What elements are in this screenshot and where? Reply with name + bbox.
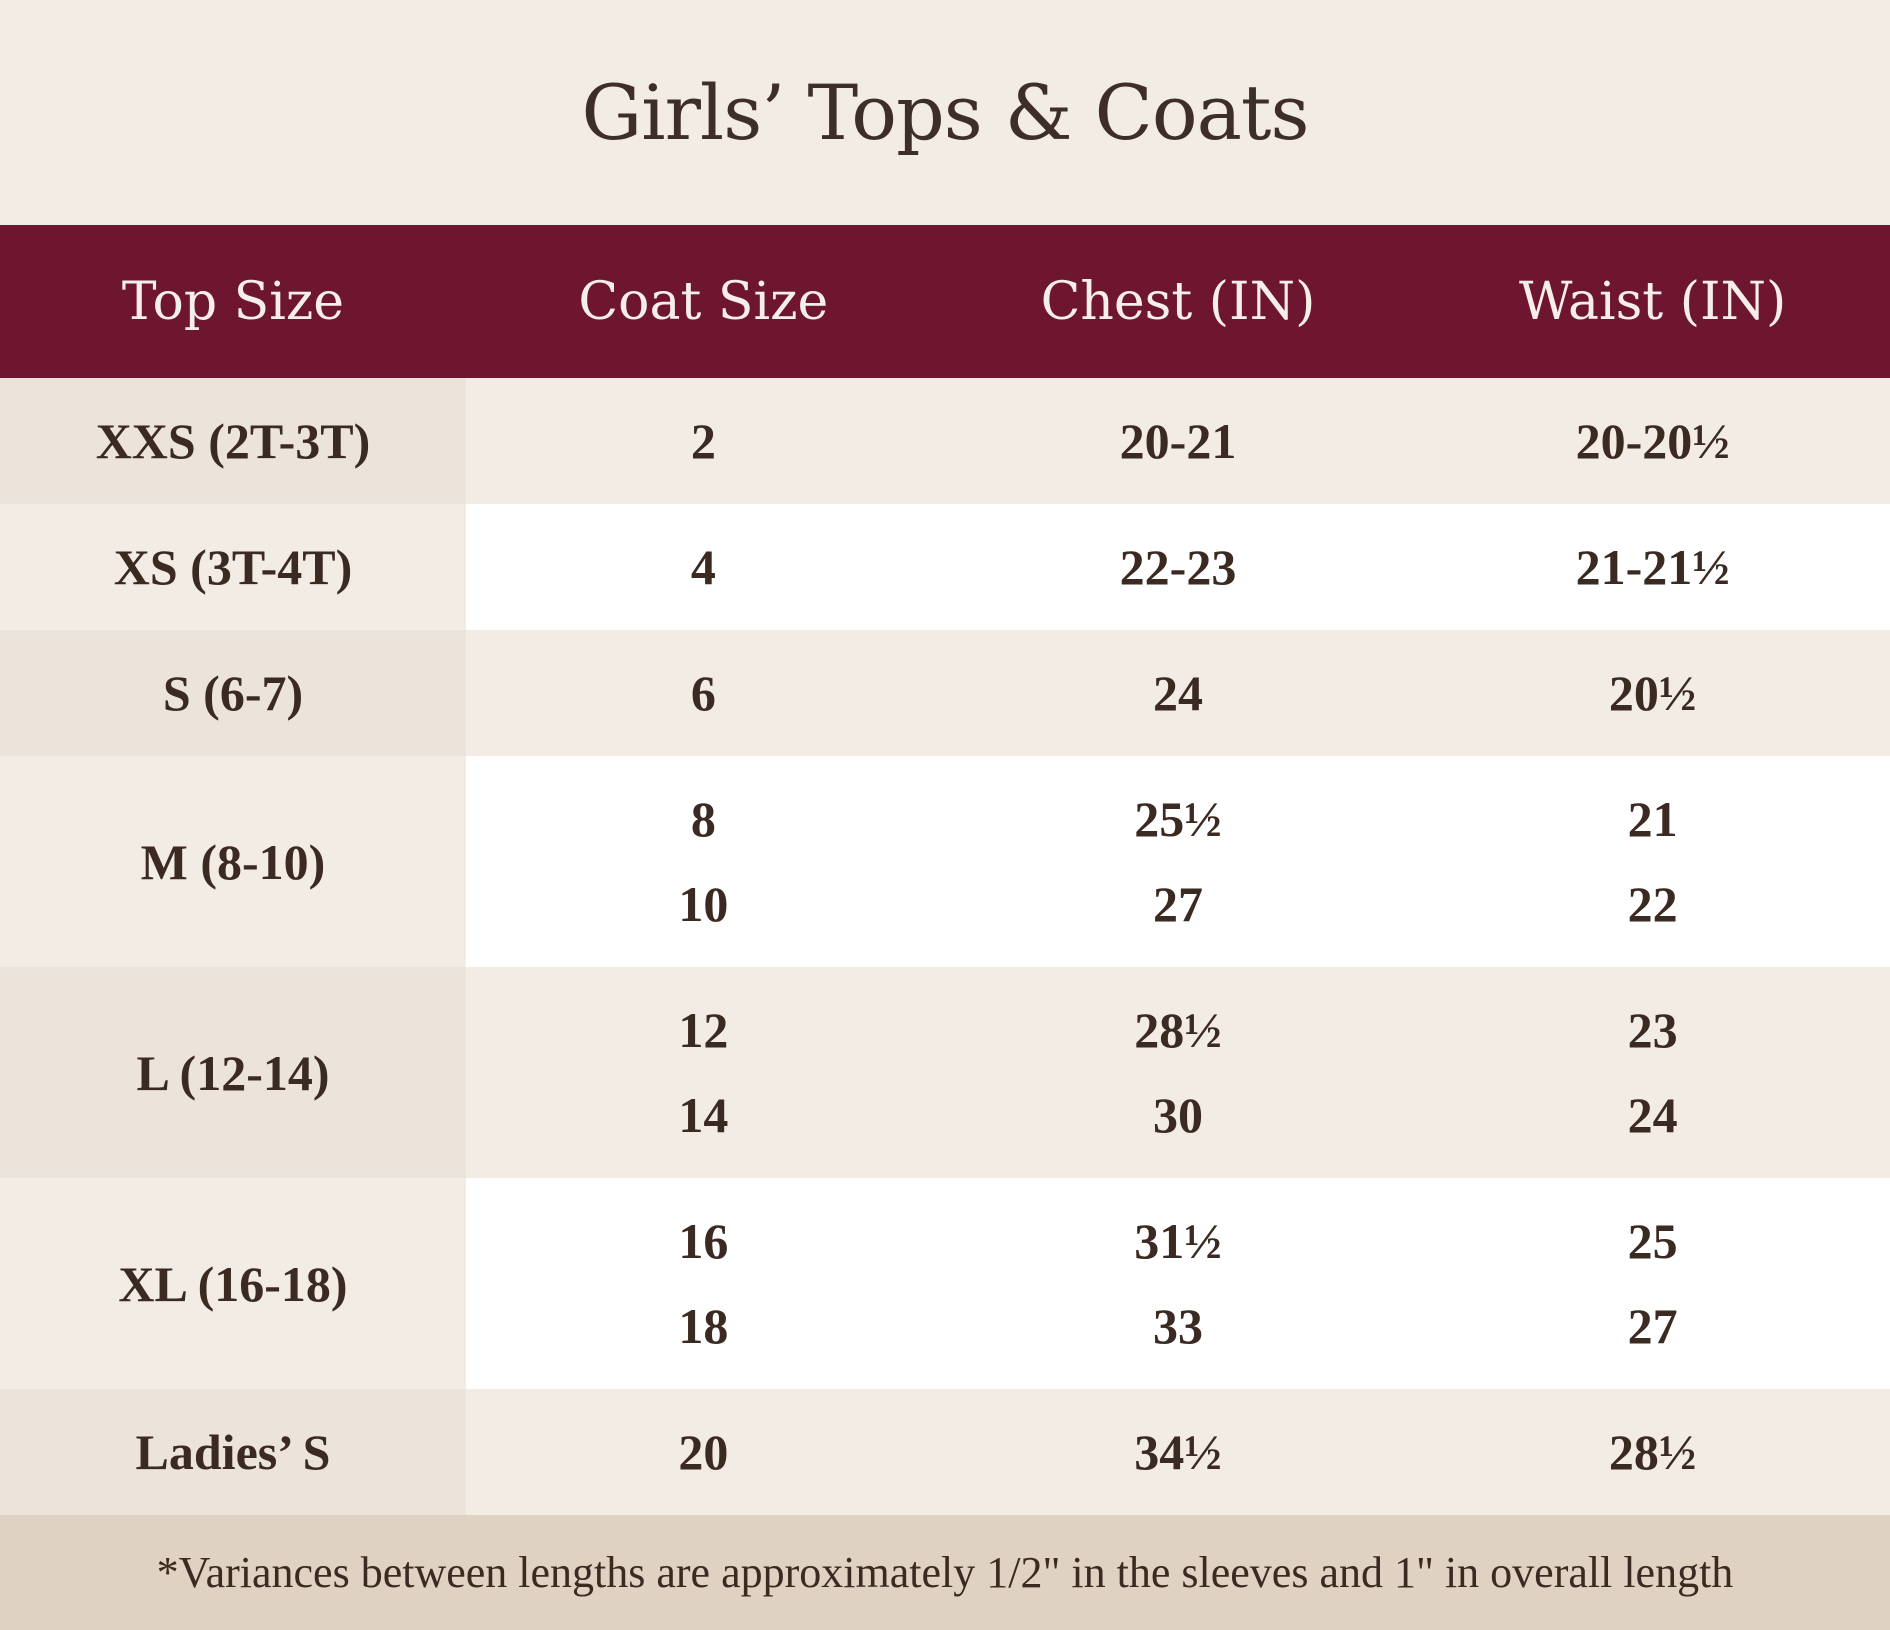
table-row: Ladies’ S 20 34½ 28½ — [0, 1389, 1890, 1515]
top-size-label: M (8-10) — [140, 833, 326, 890]
top-size-cell: M (8-10) — [0, 756, 466, 967]
chest-value: 27 — [1153, 875, 1203, 932]
coat-size-cell: 8 10 — [466, 756, 941, 967]
waist-cell: 28½ — [1415, 1389, 1890, 1515]
coat-size-value: 14 — [678, 1086, 729, 1143]
waist-cell: 25 27 — [1415, 1178, 1890, 1389]
waist-cell: 23 24 — [1415, 967, 1890, 1178]
waist-cell: 20-20½ — [1415, 378, 1890, 504]
chest-value: 33 — [1153, 1297, 1203, 1354]
top-size-label: XS (3T-4T) — [113, 539, 353, 595]
chest-value: 30 — [1153, 1086, 1203, 1143]
waist-value: 21-21½ — [1575, 538, 1730, 595]
chest-value: 20-21 — [1119, 412, 1237, 469]
top-size-cell: XXS (2T-3T) — [0, 378, 466, 504]
chest-value: 22-23 — [1119, 538, 1237, 595]
top-size-label: S (6-7) — [162, 665, 304, 721]
waist-value: 27 — [1627, 1297, 1678, 1354]
table-row: M (8-10) 8 10 25½ 27 21 22 — [0, 756, 1890, 967]
coat-size-cell: 16 18 — [466, 1178, 941, 1389]
coat-size-cell: 12 14 — [466, 967, 941, 1178]
top-size-label: Ladies’ S — [135, 1424, 331, 1480]
waist-cell: 21-21½ — [1415, 504, 1890, 630]
chest-value: 31½ — [1134, 1212, 1222, 1269]
top-size-label: XL (16-18) — [118, 1255, 348, 1312]
waist-value: 28½ — [1608, 1423, 1697, 1480]
chest-value: 25½ — [1134, 790, 1222, 847]
table-row: XL (16-18) 16 18 31½ 33 25 27 — [0, 1178, 1890, 1389]
chest-value: 28½ — [1134, 1001, 1222, 1058]
waist-cell: 21 22 — [1415, 756, 1890, 967]
waist-cell: 20½ — [1415, 630, 1890, 756]
chest-cell: 31½ 33 — [941, 1178, 1416, 1389]
waist-value: 25 — [1627, 1212, 1678, 1269]
header-waist: Waist (IN) — [1519, 271, 1787, 332]
waist-value: 21 — [1627, 790, 1678, 847]
waist-value: 22 — [1627, 875, 1678, 932]
top-size-cell: XL (16-18) — [0, 1178, 466, 1389]
table-row: XXS (2T-3T) 2 20-21 20-20½ — [0, 378, 1890, 504]
table-row: XS (3T-4T) 4 22-23 21-21½ — [0, 504, 1890, 630]
coat-size-cell: 20 — [466, 1389, 941, 1515]
footnote: *Variances between lengths are approxima… — [0, 1515, 1890, 1630]
top-size-label: XXS (2T-3T) — [95, 413, 371, 469]
coat-size-value: 8 — [690, 790, 716, 847]
chest-cell: 25½ 27 — [941, 756, 1416, 967]
chest-cell: 22-23 — [941, 504, 1416, 630]
top-size-cell: S (6-7) — [0, 630, 466, 756]
coat-size-cell: 4 — [466, 504, 941, 630]
coat-size-value: 20 — [678, 1423, 729, 1480]
waist-value: 23 — [1627, 1001, 1678, 1058]
top-size-label: L (12-14) — [136, 1044, 330, 1101]
coat-size-value: 4 — [690, 538, 716, 595]
coat-size-value: 16 — [678, 1212, 729, 1269]
coat-size-cell: 6 — [466, 630, 941, 756]
coat-size-value: 6 — [690, 664, 716, 721]
coat-size-value: 12 — [678, 1001, 729, 1058]
coat-size-value: 18 — [678, 1297, 729, 1354]
table-row: L (12-14) 12 14 28½ 30 23 24 — [0, 967, 1890, 1178]
coat-size-value: 2 — [690, 412, 716, 469]
chest-cell: 34½ — [941, 1389, 1416, 1515]
header-top-size: Top Size — [121, 271, 345, 332]
coat-size-value: 10 — [678, 875, 729, 932]
top-size-cell: XS (3T-4T) — [0, 504, 466, 630]
header-coat-size: Coat Size — [578, 271, 829, 332]
page-title: Girls’ Tops & Coats — [581, 68, 1310, 157]
chest-cell: 24 — [941, 630, 1416, 756]
waist-value: 20-20½ — [1575, 412, 1730, 469]
chest-cell: 28½ 30 — [941, 967, 1416, 1178]
chest-value: 24 — [1153, 664, 1203, 721]
table-row: S (6-7) 6 24 20½ — [0, 630, 1890, 756]
header-chest: Chest (IN) — [1040, 271, 1316, 332]
table-header: Top Size Coat Size Chest (IN) Waist (IN) — [0, 225, 1890, 378]
top-size-cell: Ladies’ S — [0, 1389, 466, 1515]
coat-size-cell: 2 — [466, 378, 941, 504]
waist-value: 24 — [1627, 1086, 1678, 1143]
top-size-cell: L (12-14) — [0, 967, 466, 1178]
chest-value: 34½ — [1134, 1423, 1222, 1480]
chest-cell: 20-21 — [941, 378, 1416, 504]
waist-value: 20½ — [1608, 664, 1697, 721]
